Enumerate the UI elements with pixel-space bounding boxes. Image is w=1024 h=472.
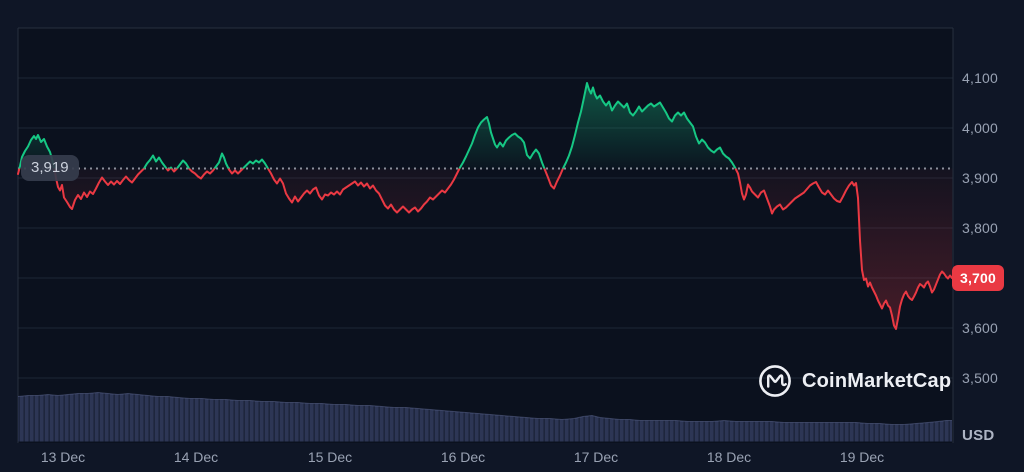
price-area-up — [18, 83, 953, 169]
volume-area-stripes — [18, 392, 952, 442]
price-area-down — [18, 168, 953, 329]
volume-top-edge — [17, 391, 952, 425]
price-line-up — [18, 82, 737, 169]
plot-background — [18, 28, 953, 443]
price-line-down — [17, 168, 953, 330]
